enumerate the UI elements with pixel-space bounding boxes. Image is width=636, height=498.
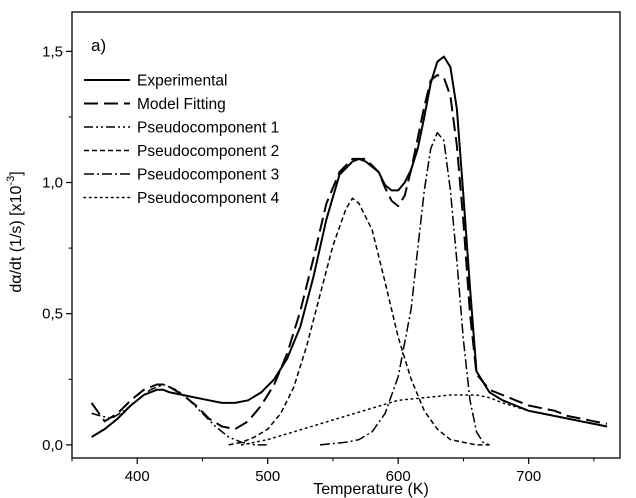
y-axis-label-close: ] [8, 171, 25, 175]
series-line [91, 383, 268, 446]
legend-label: Experimental [137, 73, 227, 90]
panel-label: a) [91, 36, 106, 55]
legend-label: Pseudocomponent 2 [137, 143, 279, 160]
legend-label: Pseudocomponent 1 [137, 120, 279, 137]
y-tick-label: 1,5 [42, 43, 63, 60]
x-axis-ticks: 400 500 600 700 [71, 458, 595, 485]
x-tick-label: 600 [386, 468, 411, 485]
x-axis-label: Temperature (K) [313, 481, 429, 498]
y-tick-label: 0,5 [42, 306, 63, 323]
series-line [319, 131, 490, 446]
x-tick-label: 400 [125, 468, 150, 485]
plot-area [71, 11, 621, 459]
series-line [90, 74, 608, 431]
y-tick-label: 0,0 [42, 437, 63, 454]
y-axis-ticks: 0,0 0,5 1,0 1,5 [42, 43, 72, 454]
legend-label: Pseudocomponent 4 [137, 190, 280, 207]
series-line [240, 394, 608, 446]
series-lines [90, 55, 608, 446]
legend: Experimental Model Fitting Pseudocomponent… [83, 73, 280, 207]
legend-label: Pseudocomponent 3 [137, 167, 279, 184]
legend-label: Model Fitting [137, 96, 226, 113]
series-line [228, 197, 490, 446]
x-tick-label: 500 [255, 468, 280, 485]
y-axis-label-main: dα/dt (1/s) [x10 [8, 185, 25, 292]
series-line [91, 55, 608, 438]
x-tick-label: 700 [516, 468, 541, 485]
plot-frame [71, 11, 621, 459]
y-axis-label-exponent: -3 [5, 176, 17, 186]
y-axis-label: dα/dt (1/s) [x10-3] [5, 171, 25, 292]
y-tick-label: 1,0 [42, 175, 63, 192]
